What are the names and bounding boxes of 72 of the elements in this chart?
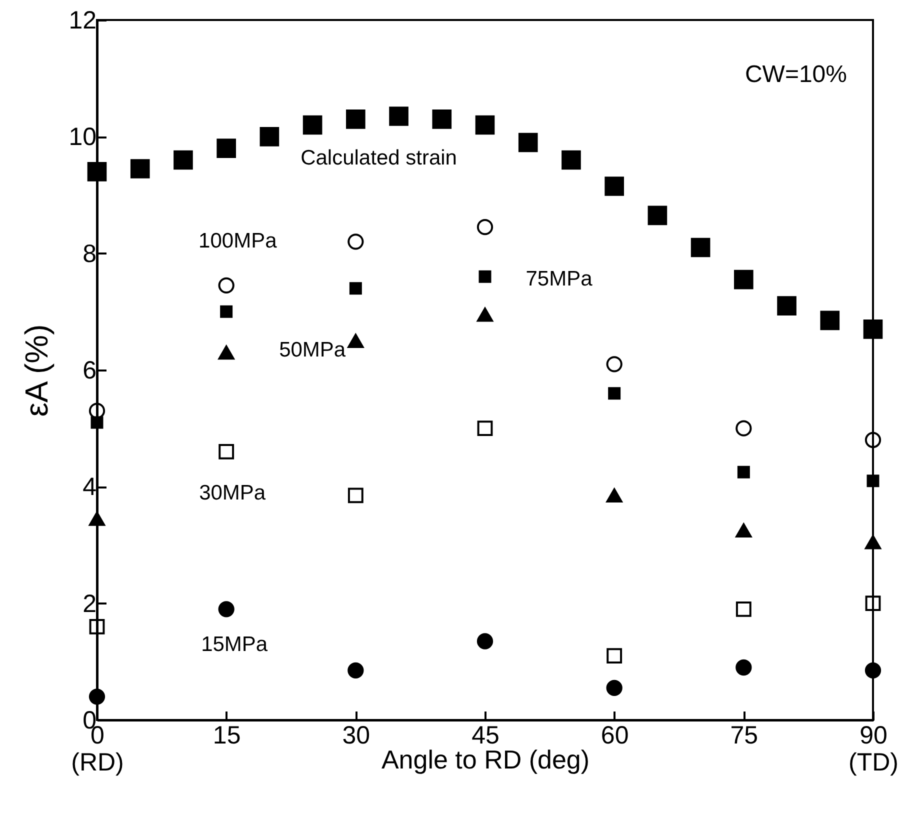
point	[218, 345, 234, 360]
point	[606, 356, 622, 372]
point	[864, 662, 882, 678]
point	[690, 238, 710, 258]
point	[88, 512, 106, 526]
annotation: CW=10%	[744, 61, 847, 88]
point	[220, 305, 233, 318]
point	[734, 270, 754, 290]
point	[863, 320, 883, 339]
y-axis-title: εA (%)	[18, 324, 55, 417]
series-label: 15MPa	[201, 633, 268, 656]
point	[477, 420, 493, 436]
point	[562, 150, 581, 170]
point	[476, 307, 494, 322]
point	[346, 110, 366, 129]
point	[606, 648, 622, 664]
point	[518, 132, 538, 152]
series-label: Calculated strain	[300, 146, 457, 170]
point	[432, 110, 452, 129]
point	[348, 234, 364, 250]
point	[478, 270, 492, 283]
point	[475, 115, 495, 135]
point	[737, 466, 750, 478]
point	[865, 596, 881, 612]
point	[820, 310, 840, 330]
point	[736, 601, 752, 617]
series-label: 30MPa	[199, 482, 266, 505]
point	[260, 127, 280, 146]
point	[218, 601, 234, 618]
point	[90, 416, 104, 429]
point	[864, 534, 882, 550]
point	[608, 387, 621, 400]
point	[218, 277, 234, 294]
point	[777, 296, 796, 316]
point	[736, 659, 752, 676]
point	[349, 282, 362, 295]
y-tick-label: 12	[68, 6, 96, 34]
x-tick-label: 90 (TD)	[848, 722, 898, 776]
point	[87, 162, 107, 182]
point	[348, 488, 364, 504]
y-tick-label: 2	[82, 590, 96, 618]
series-label: 75MPa	[526, 268, 593, 291]
point	[604, 176, 624, 196]
point	[476, 633, 494, 650]
y-tick-label: 10	[68, 123, 96, 152]
point	[606, 488, 622, 503]
point	[348, 662, 364, 678]
y-tick-label: 8	[82, 240, 96, 268]
point	[89, 618, 105, 634]
point	[606, 680, 622, 696]
point	[88, 688, 106, 705]
point	[648, 206, 668, 226]
series-label: 100MPa	[198, 230, 278, 253]
point	[174, 150, 193, 170]
x-tick-label: 60	[600, 722, 629, 750]
x-tick-label: 15	[212, 722, 241, 750]
point	[130, 159, 150, 178]
point	[866, 474, 880, 488]
y-tick-label: 6	[82, 356, 96, 384]
series-label: 50MPa	[279, 338, 346, 362]
x-tick-label: 75	[730, 722, 758, 750]
point	[476, 219, 494, 236]
point	[218, 444, 234, 460]
y-tick-label: 4	[82, 473, 97, 502]
point	[736, 523, 752, 538]
x-tick-label: 30	[342, 722, 370, 750]
point	[302, 115, 322, 135]
point	[389, 106, 408, 126]
point	[216, 138, 236, 158]
point	[736, 420, 752, 436]
point	[348, 334, 364, 348]
point	[864, 432, 882, 448]
